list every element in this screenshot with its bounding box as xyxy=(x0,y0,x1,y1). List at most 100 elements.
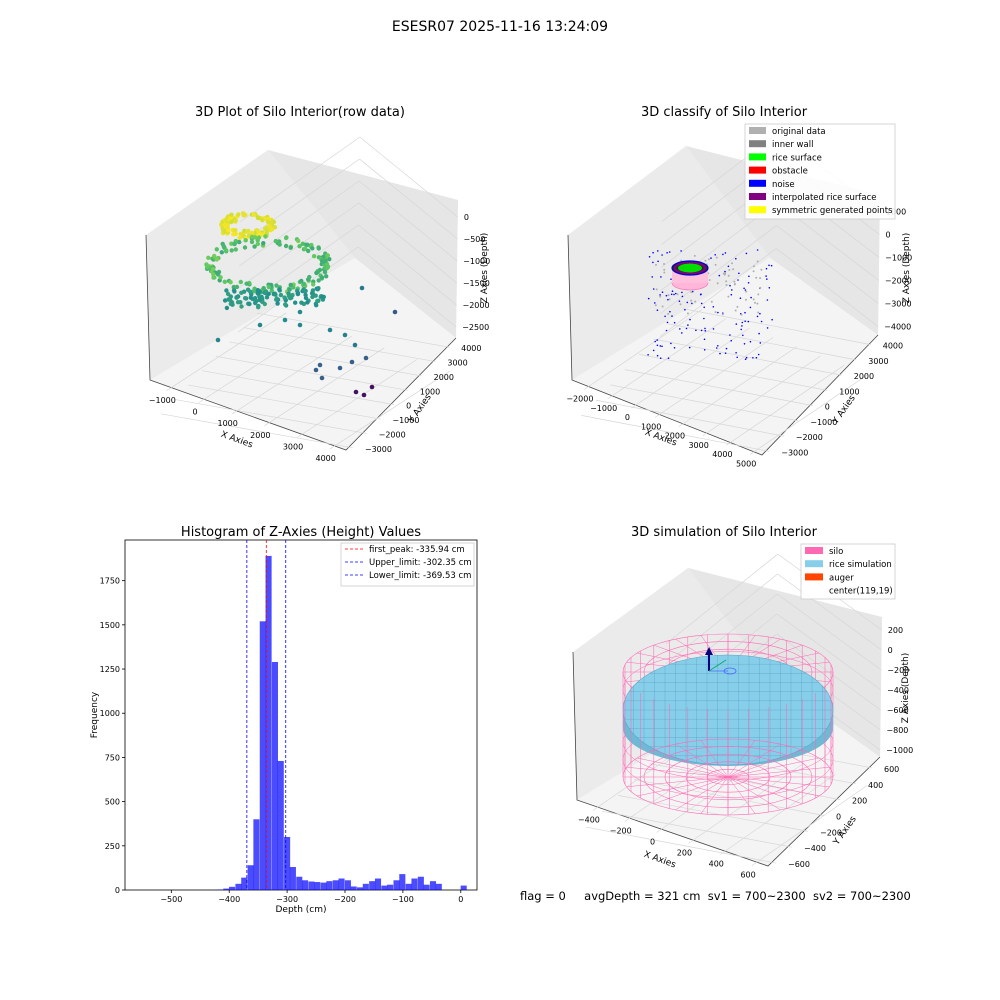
x-tick-label: −300 xyxy=(276,895,298,904)
x-tick-label: 1000 xyxy=(641,422,661,431)
noise-point xyxy=(750,296,752,299)
noise-point xyxy=(768,264,770,267)
noise-point xyxy=(765,267,768,270)
x-gridline xyxy=(583,309,703,390)
data-point xyxy=(248,289,253,294)
noise-point xyxy=(673,347,676,349)
histogram-bar xyxy=(435,883,442,890)
noise-point xyxy=(768,287,771,289)
data-point xyxy=(237,235,242,240)
original-data-point xyxy=(756,260,759,263)
original-data-point xyxy=(736,305,739,308)
data-point xyxy=(230,302,235,307)
noise-point xyxy=(731,289,733,291)
classify-3d-plot: 3D classify of Silo Interior −2000−10000… xyxy=(566,105,912,468)
x-tick-label: −400 xyxy=(218,895,240,904)
y-gridline xyxy=(257,312,450,348)
y-tick-label: 200 xyxy=(852,797,867,806)
data-point xyxy=(349,359,355,365)
noise-point xyxy=(664,315,666,318)
x-gridline xyxy=(329,370,450,450)
y-tick-label: −600 xyxy=(788,860,810,869)
data-point xyxy=(229,219,234,225)
histogram-bar xyxy=(362,883,369,890)
data-point xyxy=(250,234,255,240)
data-point xyxy=(317,267,323,273)
noise-point xyxy=(770,264,773,267)
legend-swatch xyxy=(749,153,766,161)
data-point xyxy=(245,229,250,234)
data-point xyxy=(255,288,261,293)
original-data-point xyxy=(757,311,760,314)
x-tick-label: −200 xyxy=(334,895,356,904)
data-point xyxy=(284,235,289,240)
histogram-bar xyxy=(387,884,394,890)
data-point xyxy=(249,239,255,245)
data-point xyxy=(314,286,319,291)
data-point xyxy=(264,295,270,300)
data-point xyxy=(219,250,224,255)
original-data-point xyxy=(680,259,683,262)
data-point xyxy=(239,290,244,295)
noise-point xyxy=(727,265,730,268)
noise-point xyxy=(749,306,752,309)
original-data-point xyxy=(710,300,713,303)
z-tick-label: −1000 xyxy=(885,254,912,263)
noise-point xyxy=(710,257,712,259)
classify-silo-model xyxy=(671,260,709,291)
y-tick-label: 2000 xyxy=(434,373,454,382)
data-point xyxy=(234,295,239,300)
noise-point xyxy=(699,293,702,296)
noise-point xyxy=(656,354,659,357)
original-data-point xyxy=(745,298,747,301)
noise-point xyxy=(744,311,746,314)
data-point xyxy=(234,284,240,290)
x-tick-label: 3000 xyxy=(688,441,708,450)
data-point xyxy=(222,279,227,284)
z-gridline xyxy=(776,653,881,731)
x-tick-label: −200 xyxy=(610,827,632,836)
data-point xyxy=(274,283,279,288)
data-point xyxy=(313,293,318,298)
data-point xyxy=(214,247,219,252)
x-tick-label: 0 xyxy=(458,895,463,904)
noise-point xyxy=(771,318,773,321)
original-data-point xyxy=(690,299,693,302)
histogram-bar xyxy=(241,877,248,890)
z-gridline xyxy=(357,246,457,328)
z-tick-label: −500 xyxy=(464,235,486,244)
data-point xyxy=(229,212,234,217)
data-point xyxy=(233,247,238,252)
original-data-point xyxy=(752,265,755,268)
legend-swatch xyxy=(749,140,766,148)
y-gridline xyxy=(639,354,828,391)
data-point xyxy=(265,219,270,224)
data-point xyxy=(223,248,229,253)
histogram-xlabel: Depth (cm) xyxy=(275,905,326,915)
histogram-bar xyxy=(429,881,437,890)
x-tick-label: −2000 xyxy=(566,395,593,404)
histogram-bar xyxy=(308,881,315,890)
x-gridline xyxy=(751,785,868,866)
silo-spoke xyxy=(626,766,729,778)
noise-point xyxy=(736,356,738,359)
original-data-point xyxy=(740,313,743,316)
noise-point xyxy=(729,284,731,287)
noise-point xyxy=(715,347,718,349)
histogram-ylabel: Frequency xyxy=(90,691,100,738)
silo-spoke xyxy=(637,757,729,778)
simulation-title: 3D simulation of Silo Interior xyxy=(631,525,818,540)
noise-point xyxy=(689,318,691,321)
silo-spoke xyxy=(653,776,729,805)
histogram-bar xyxy=(326,881,333,890)
noise-point xyxy=(717,345,719,347)
y-tick-label: −2000 xyxy=(379,430,406,439)
noise-point xyxy=(703,306,705,309)
data-point xyxy=(293,300,298,305)
original-data-point xyxy=(757,293,760,296)
noise-point xyxy=(766,278,768,280)
y-gridline xyxy=(668,323,857,361)
noise-point xyxy=(687,324,689,326)
z-tick-label: −200 xyxy=(887,666,909,675)
noise-point xyxy=(648,255,651,258)
